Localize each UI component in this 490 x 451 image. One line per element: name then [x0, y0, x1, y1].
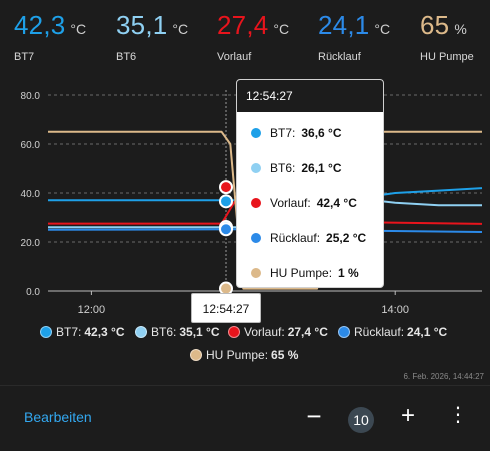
hours-count-badge: 10 [348, 407, 374, 433]
card-footer: Bearbeiten − 10 + ⋮ [0, 387, 490, 451]
stat-label: Rücklauf [318, 51, 361, 63]
legend-value: 42,3 °C [84, 325, 125, 339]
legend-item-hu-pumpe[interactable]: HU Pumpe: 65 % [190, 348, 298, 362]
legend-dot-icon [190, 349, 202, 361]
hover-point [219, 180, 233, 195]
y-tick-label: 0.0 [26, 287, 40, 298]
tooltip-row: BT6: 26,1 °C [251, 161, 342, 175]
stat-unit: % [454, 21, 467, 37]
legend-value: 65 % [271, 348, 299, 362]
stat-bt6[interactable]: 35,1 °C BT6 [116, 10, 188, 63]
y-tick-label: 80.0 [21, 91, 41, 102]
stat-unit: °C [374, 21, 391, 37]
y-tick-label: 40.0 [21, 189, 41, 200]
legend-item-ruecklauf[interactable]: Rücklauf: 24,1 °C [338, 325, 447, 339]
legend-name: BT7: [56, 325, 82, 339]
tooltip-row: Rücklauf: 25,2 °C [251, 231, 366, 245]
stat-label: HU Pumpe [420, 51, 474, 63]
axis-pointer-label: 12:54:27 [191, 293, 261, 323]
x-tick-label: 12:00 [78, 304, 106, 316]
stat-hu-pumpe[interactable]: 65% HU Pumpe [420, 10, 474, 63]
stat-value: 42,3 [14, 10, 66, 40]
y-tick-label: 20.0 [21, 238, 41, 249]
x-tick-label: 14:00 [381, 304, 409, 316]
increase-button[interactable]: + [400, 402, 415, 429]
decrease-button[interactable]: − [306, 401, 322, 431]
edit-button[interactable]: Bearbeiten [24, 409, 92, 425]
legend-name: HU Pumpe: [206, 348, 269, 362]
stat-label: Vorlauf [217, 51, 252, 63]
legend-item-bt6[interactable]: BT6: 35,1 °C [135, 325, 220, 339]
stat-unit: °C [172, 21, 189, 37]
legend-dot-icon [40, 326, 52, 338]
stat-value: 65 [420, 10, 450, 40]
legend-item-vorlauf[interactable]: Vorlauf: 27,4 °C [228, 325, 328, 339]
stat-label: BT6 [116, 51, 137, 63]
legend-value: 35,1 °C [179, 325, 220, 339]
tooltip-series-value: 1 % [338, 266, 359, 280]
more-options-icon[interactable]: ⋮ [448, 404, 468, 426]
x-axis: 12:00 14:00 [78, 291, 409, 316]
y-tick-label: 60.0 [21, 140, 41, 151]
tooltip-time: 12:54:27 [237, 80, 383, 112]
tooltip-series-value: 26,1 °C [301, 161, 342, 175]
tooltip-series-value: 36,6 °C [301, 126, 342, 140]
tooltip-row: Vorlauf: 42,4 °C [251, 196, 357, 210]
series-dot-icon [251, 128, 261, 138]
series-dot-icon [251, 268, 261, 278]
tooltip-series-name: HU Pumpe: [270, 266, 333, 280]
legend-value: 24,1 °C [407, 325, 448, 339]
history-card: 42,3 °C BT7 35,1 °C BT6 27,4 °C Vorlauf 24,… [0, 10, 490, 386]
series-dot-icon [251, 163, 261, 173]
stat-value: 24,1 [318, 10, 370, 40]
stat-bt7[interactable]: 42,3 °C BT7 [14, 10, 86, 63]
legend-item-bt7[interactable]: BT7: 42,3 °C [40, 325, 125, 339]
legend-name: Rücklauf: [354, 325, 405, 339]
legend-value: 27,4 °C [287, 325, 328, 339]
legend-name: BT6: [151, 325, 177, 339]
stat-vorlauf[interactable]: 27,4 °C Vorlauf [217, 10, 289, 63]
y-axis: 80.0 60.0 40.0 20.0 0.0 [21, 91, 41, 298]
tooltip-row: BT7: 36,6 °C [251, 126, 342, 140]
hover-points [219, 180, 233, 296]
hover-point [219, 222, 233, 237]
hover-point [219, 194, 233, 209]
tooltip-row: HU Pumpe: 1 % [251, 266, 359, 280]
tooltip-series-name: Rücklauf: [270, 231, 321, 245]
stat-ruecklauf[interactable]: 24,1 °C Rücklauf [318, 10, 390, 63]
tooltip-series-name: BT6: [270, 161, 296, 175]
series-dot-icon [251, 198, 261, 208]
stat-label: BT7 [14, 51, 35, 63]
legend-name: Vorlauf: [244, 325, 285, 339]
series-dot-icon [251, 233, 261, 243]
stat-unit: °C [273, 21, 290, 37]
stat-unit: °C [70, 21, 87, 37]
tooltip-series-name: Vorlauf: [270, 196, 311, 210]
last-updated-timestamp: 6. Feb. 2026, 14:44:27 [403, 372, 484, 381]
legend-dot-icon [135, 326, 147, 338]
stat-value: 27,4 [217, 10, 269, 40]
stat-value: 35,1 [116, 10, 168, 40]
tooltip-series-value: 42,4 °C [316, 196, 357, 210]
chart-tooltip: 12:54:27 BT7: 36,6 °C BT6: 26,1 °C Vorla… [236, 79, 384, 288]
legend-dot-icon [228, 326, 240, 338]
tooltip-series-value: 25,2 °C [326, 231, 367, 245]
legend-dot-icon [338, 326, 350, 338]
tooltip-series-name: BT7: [270, 126, 296, 140]
